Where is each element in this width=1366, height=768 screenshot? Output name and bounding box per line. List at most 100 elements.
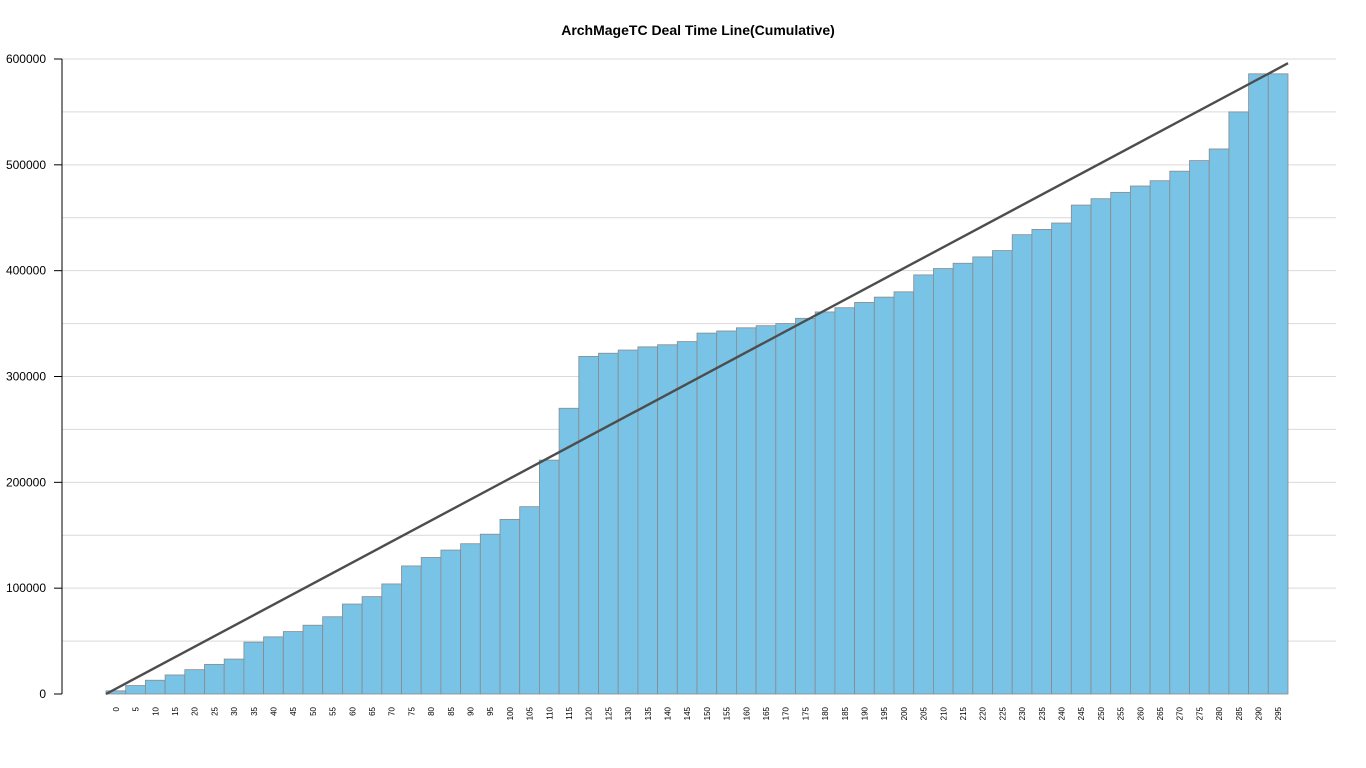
bar [1189, 160, 1210, 695]
bar [440, 549, 461, 695]
bar [322, 616, 343, 695]
bar [598, 352, 619, 695]
x-tick-label: 105 [526, 706, 535, 720]
x-tick-label: 295 [1274, 706, 1283, 720]
bar [1070, 204, 1092, 695]
x-tick-label: 170 [782, 706, 791, 720]
x-tick-label: 150 [703, 706, 712, 720]
x-tick-label: 205 [920, 706, 929, 720]
x-tick-label: 220 [979, 706, 988, 720]
bars [105, 73, 1289, 695]
bar [125, 685, 146, 695]
x-tick-label: 270 [1176, 706, 1185, 720]
bar [401, 565, 422, 695]
x-tick-label: 140 [663, 706, 672, 720]
bar [341, 603, 363, 695]
bar [204, 663, 225, 695]
bar [676, 341, 698, 695]
x-tick-label: 75 [407, 706, 416, 715]
y-tick-label: 400000 [6, 264, 46, 278]
x-tick-label: 45 [289, 706, 298, 715]
bar [814, 311, 836, 695]
bar [716, 330, 737, 695]
x-tick-label: 65 [368, 706, 377, 715]
x-tick-label: 40 [269, 706, 278, 715]
bar [795, 317, 816, 695]
x-tick-label: 85 [447, 706, 456, 715]
x-tick-label: 15 [171, 706, 180, 715]
x-tick-label: 240 [1057, 706, 1066, 720]
y-tick-labels: 0 100000 200000 300000 400000 500000 600000 [6, 52, 46, 701]
y-tick-label: 600000 [6, 52, 46, 66]
x-tick-label: 10 [151, 706, 160, 715]
x-tick-label: 130 [624, 706, 633, 720]
x-tick-label: 235 [1038, 706, 1047, 720]
bar [1208, 148, 1230, 695]
x-tick-label: 190 [860, 706, 869, 720]
axes [54, 58, 63, 695]
x-tick-label: 125 [604, 706, 613, 720]
x-tick-label: 120 [585, 706, 594, 720]
x-tick-label: 160 [742, 706, 751, 720]
bar [420, 557, 442, 695]
x-tick-label: 20 [191, 706, 200, 715]
y-tick-label: 300000 [6, 370, 46, 384]
x-tick-label: 55 [329, 706, 338, 715]
y-tick-label: 0 [39, 687, 46, 701]
bar [243, 641, 264, 695]
bar [144, 679, 166, 695]
x-tick-label: 280 [1215, 706, 1224, 720]
x-tick-label: 210 [939, 706, 948, 720]
x-tick-label: 5 [132, 706, 141, 711]
bar [1051, 222, 1072, 695]
x-tick-label: 135 [644, 706, 653, 720]
bar [696, 332, 718, 695]
bar [164, 674, 186, 695]
bar [1110, 191, 1131, 695]
x-tick-label: 95 [486, 706, 495, 715]
x-tick-label: 80 [427, 706, 436, 715]
x-tick-label: 110 [545, 706, 554, 719]
x-tick-label: 215 [959, 706, 968, 720]
x-tick-label: 245 [1077, 706, 1086, 720]
x-tick-label: 165 [762, 706, 771, 720]
bar [1169, 170, 1190, 695]
bar [184, 669, 205, 695]
trend-line [105, 62, 1289, 696]
bar [361, 596, 383, 695]
bar [1267, 73, 1289, 695]
x-tick-labels: 0 5 10 15 20 25 30 35 40 45 50 55 60 65 70 75 80 85 90 95 10… [112, 706, 1283, 720]
bar [952, 262, 974, 695]
x-tick-label: 145 [683, 706, 692, 720]
y-tick-label: 500000 [6, 158, 46, 172]
bar [519, 506, 540, 695]
x-tick-label: 225 [998, 706, 1007, 720]
x-tick-label: 90 [466, 706, 475, 715]
bar [1228, 111, 1250, 695]
bar [913, 274, 934, 695]
x-tick-label: 155 [723, 706, 732, 720]
bar [736, 327, 757, 695]
bar [972, 256, 993, 695]
trend-line-group [105, 62, 1289, 696]
x-tick-label: 175 [801, 706, 810, 720]
y-tick-label: 200000 [6, 475, 46, 489]
x-tick-label: 30 [230, 706, 239, 715]
bar [479, 533, 501, 695]
x-tick-label: 60 [348, 706, 357, 715]
x-tick-label: 265 [1156, 706, 1165, 720]
bar [992, 250, 1013, 695]
bar [755, 325, 777, 695]
x-tick-label: 230 [1018, 706, 1027, 720]
x-tick-label: 25 [210, 706, 219, 715]
bar [1011, 234, 1033, 695]
x-tick-label: 70 [388, 706, 397, 715]
bar [1090, 198, 1112, 695]
bar [854, 302, 875, 695]
x-tick-label: 50 [309, 706, 318, 715]
x-tick-label: 255 [1117, 706, 1126, 720]
bar [282, 631, 304, 695]
x-tick-label: 200 [900, 706, 909, 720]
